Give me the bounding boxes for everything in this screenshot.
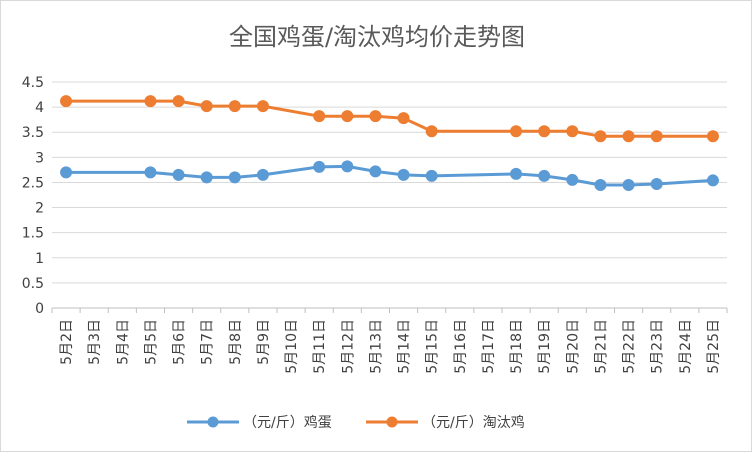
x-tick-label: 5月18日 — [509, 319, 525, 374]
data-point — [566, 173, 579, 186]
data-point — [510, 125, 523, 138]
y-tick-label: 0 — [35, 301, 44, 317]
y-tick-label: 4 — [35, 100, 44, 116]
chart-title: 全国鸡蛋/淘汰鸡均价走势图 — [229, 23, 525, 51]
data-point — [60, 166, 73, 179]
x-tick-label: 5月10日 — [284, 319, 300, 374]
data-point — [200, 171, 213, 184]
data-point — [566, 125, 579, 138]
data-point — [706, 130, 719, 143]
data-point — [510, 167, 523, 180]
x-tick-label: 5月15日 — [425, 319, 441, 374]
data-point — [200, 100, 213, 113]
data-point — [144, 166, 157, 179]
data-point — [622, 130, 635, 143]
plot-area — [60, 95, 719, 191]
data-point — [256, 168, 269, 181]
x-tick-label: 5月12日 — [340, 319, 356, 374]
x-tick-label: 5月21日 — [593, 319, 609, 374]
data-point — [172, 95, 185, 108]
x-tick-label: 5月14日 — [397, 319, 413, 374]
x-tick-label: 5月17日 — [481, 319, 497, 374]
data-point — [313, 110, 326, 123]
x-tick-label: 5月19日 — [537, 319, 553, 374]
x-tick-label: 5月9日 — [256, 319, 272, 365]
x-tick-label: 5月4日 — [115, 319, 131, 365]
data-point — [172, 168, 185, 181]
legend: （元/斤）鸡蛋 （元/斤）淘汰鸡 — [187, 414, 525, 431]
data-point — [341, 160, 354, 173]
data-point — [622, 178, 635, 191]
data-point — [60, 95, 73, 108]
data-point — [594, 178, 607, 191]
x-tick-label: 5月24日 — [678, 319, 694, 374]
x-tick-label: 5月2日 — [59, 319, 75, 365]
legend-label: （元/斤）淘汰鸡 — [422, 414, 525, 431]
data-point — [341, 110, 354, 123]
y-tick-label: 3 — [35, 150, 44, 166]
data-point — [228, 171, 241, 184]
x-tick-label: 5月23日 — [650, 319, 666, 374]
data-point — [397, 112, 410, 125]
data-point — [594, 130, 607, 143]
gridlines — [52, 81, 727, 309]
data-point — [369, 165, 382, 178]
data-point — [706, 174, 719, 187]
x-tick-label: 5月20日 — [565, 319, 581, 374]
data-point — [425, 125, 438, 138]
x-tick-label: 5月16日 — [453, 319, 469, 374]
legend-marker — [207, 416, 219, 428]
x-axis: 5月2日 5月3日 5月4日 5月5日 5月6日 5月7日 5月8日 5月9日 5月10日 5月1… — [51, 307, 728, 374]
y-tick-label: 3.5 — [22, 125, 44, 141]
x-tick-label: 5月22日 — [622, 319, 638, 374]
data-point — [397, 168, 410, 181]
x-tick-label: 5月13日 — [368, 319, 384, 374]
y-tick-label: 2.5 — [22, 175, 44, 191]
x-tick-label: 5月25日 — [706, 319, 722, 374]
y-tick-label: 4.5 — [22, 75, 44, 91]
data-point — [369, 110, 382, 123]
data-point — [425, 169, 438, 182]
legend-marker — [386, 416, 398, 428]
data-point — [538, 125, 551, 138]
y-tick-label: 0.5 — [22, 276, 44, 292]
x-tick-label: 5月11日 — [312, 319, 328, 374]
x-tick-label: 5月6日 — [172, 319, 188, 365]
y-tick-label: 1 — [35, 251, 44, 267]
y-tick-label: 2 — [35, 201, 44, 217]
data-point — [650, 177, 663, 190]
data-point — [228, 100, 241, 113]
y-tick-label: 1.5 — [22, 226, 44, 242]
x-tick-label: 5月8日 — [228, 319, 244, 365]
x-tick-label: 5月3日 — [87, 319, 103, 365]
data-point — [538, 169, 551, 182]
x-tick-label: 5月7日 — [200, 319, 216, 365]
data-point — [256, 100, 269, 113]
legend-label: （元/斤）鸡蛋 — [243, 414, 332, 431]
series-line — [66, 99, 713, 138]
y-axis: 0 0.5 1 1.5 2 2.5 3 3.5 4 4.5 — [22, 75, 44, 317]
data-point — [313, 160, 326, 173]
data-point — [144, 95, 157, 108]
x-tick-label: 5月5日 — [143, 319, 159, 365]
data-point — [650, 130, 663, 143]
